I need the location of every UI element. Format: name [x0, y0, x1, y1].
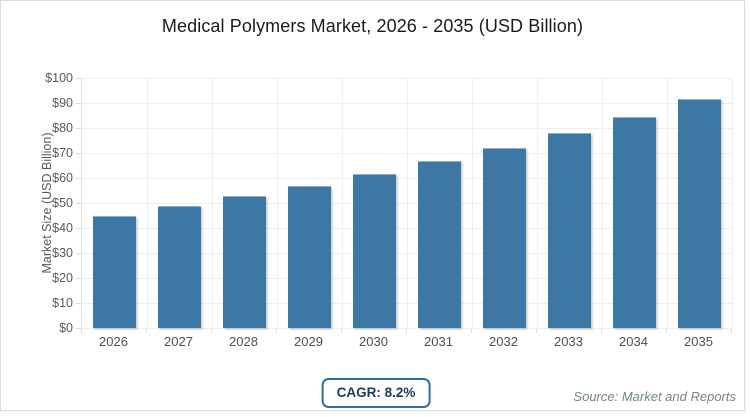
x-tick-label: 2033 [554, 334, 583, 349]
y-axis-tick [76, 328, 81, 329]
y-axis-tick [76, 178, 81, 179]
y-tick-label: $90 [52, 96, 73, 110]
x-axis-tick [601, 328, 602, 333]
bar [418, 161, 461, 328]
x-tick-label: 2027 [164, 334, 193, 349]
bar [158, 206, 201, 328]
gridline-vertical [277, 78, 278, 328]
y-axis-tick [76, 103, 81, 104]
y-axis-tick [76, 253, 81, 254]
x-axis-tick [731, 328, 732, 333]
gridline-vertical [667, 78, 668, 328]
y-axis-tick-labels: $0 $10 $20 $30 $40 $50 $60 $70 $80 $90 $100 [1, 71, 73, 335]
y-tick-label: $100 [45, 71, 73, 85]
y-tick-label: $30 [52, 246, 73, 260]
x-tick-label: 2030 [359, 334, 388, 349]
x-tick-label: 2035 [684, 334, 713, 349]
y-tick-label: $10 [52, 296, 73, 310]
y-tick-label: $50 [52, 196, 73, 210]
gridline-vertical [147, 78, 148, 328]
y-axis-tick [76, 278, 81, 279]
y-axis-tick [76, 203, 81, 204]
x-axis-tick [471, 328, 472, 333]
y-tick-label: $60 [52, 171, 73, 185]
y-axis-tick [76, 153, 81, 154]
x-tick-label: 2028 [229, 334, 258, 349]
bar [678, 99, 721, 328]
axis-ticks [1, 1, 744, 410]
gridline-vertical [212, 78, 213, 328]
gridline-vertical [602, 78, 603, 328]
y-tick-label: $40 [52, 221, 73, 235]
x-axis-tick [211, 328, 212, 333]
x-axis-tick [81, 328, 82, 333]
x-tick-label: 2026 [99, 334, 128, 349]
chart-card: Medical Polymers Market, 2026 - 2035 (US… [0, 0, 745, 411]
gridline-vertical [407, 78, 408, 328]
x-axis-tick [341, 328, 342, 333]
x-axis-tick [146, 328, 147, 333]
gridline-vertical [342, 78, 343, 328]
x-tick-label: 2034 [619, 334, 648, 349]
x-axis-tick [666, 328, 667, 333]
bar [288, 185, 331, 328]
y-tick-label: $80 [52, 121, 73, 135]
y-axis-tick [76, 128, 81, 129]
bar [223, 196, 266, 328]
x-tick-label: 2029 [294, 334, 323, 349]
bar [483, 147, 526, 328]
y-axis-tick [76, 228, 81, 229]
bar [93, 215, 136, 328]
x-axis-tick [536, 328, 537, 333]
y-axis-tick [76, 303, 81, 304]
gridline-vertical [537, 78, 538, 328]
bar [613, 116, 656, 328]
chart-title: Medical Polymers Market, 2026 - 2035 (US… [161, 16, 584, 36]
x-axis-tick-labels: 2026 2027 2028 2029 2030 2031 2032 2033 2034 2035 [81, 334, 731, 352]
plot-area [81, 78, 733, 329]
x-axis-tick [276, 328, 277, 333]
bar [548, 132, 591, 328]
cagr-badge: CAGR: 8.2% [321, 378, 431, 408]
y-axis-tick [76, 78, 81, 79]
bar [353, 173, 396, 328]
source-note: Source: Market and Reports [573, 389, 736, 404]
x-tick-label: 2032 [489, 334, 518, 349]
gridline-vertical [732, 78, 733, 328]
y-tick-label: $0 [59, 321, 73, 335]
y-tick-label: $20 [52, 271, 73, 285]
y-tick-label: $70 [52, 146, 73, 160]
gridline-vertical [472, 78, 473, 328]
cagr-label: CAGR: 8.2% [336, 385, 416, 400]
x-tick-label: 2031 [424, 334, 453, 349]
x-axis-tick [406, 328, 407, 333]
